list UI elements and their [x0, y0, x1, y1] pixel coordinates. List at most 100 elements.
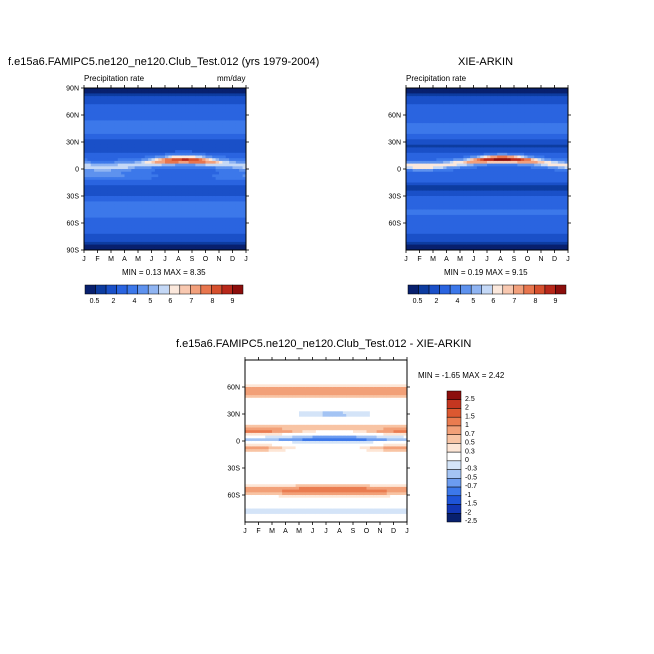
panel2-cell — [476, 106, 481, 110]
panel2-cell — [493, 209, 498, 213]
panel2-cell — [480, 182, 485, 186]
panel2-cell — [416, 106, 420, 110]
panel2-cell — [490, 101, 495, 105]
panel1-cell — [229, 220, 233, 224]
panel2-cell — [466, 177, 471, 181]
panel2-cell — [507, 223, 512, 227]
panel1-cell — [94, 88, 98, 92]
panel1-cell — [208, 96, 213, 100]
panel2-cell — [507, 239, 512, 243]
panel2-cell — [480, 115, 485, 119]
panel1-cell — [114, 166, 119, 170]
panel2-cell — [412, 117, 417, 121]
panel2-cell — [483, 171, 488, 175]
panel2-cell — [412, 115, 417, 119]
panel1-cell — [131, 98, 136, 102]
panel2-cell — [419, 233, 424, 237]
panel1-cell — [144, 190, 149, 194]
panel1-cell — [94, 228, 98, 232]
panel1-cell — [208, 212, 213, 216]
panel1-cell — [235, 112, 240, 116]
panel1-cell — [185, 214, 190, 218]
panel2-cell — [422, 120, 427, 124]
panel1-cell — [100, 152, 105, 156]
panel2-cell — [497, 120, 501, 124]
panel1-cell — [202, 223, 206, 227]
panel1-cell — [84, 209, 88, 213]
panel1-cell — [178, 125, 183, 129]
panel2-cell — [436, 233, 441, 237]
panel2-cell — [406, 193, 410, 197]
panel1-cell — [232, 217, 237, 221]
panel1-cell — [208, 163, 213, 167]
panel2-cell — [416, 212, 420, 216]
panel1-cell — [222, 139, 227, 143]
panel2-cell — [406, 133, 410, 137]
panel2-cell — [514, 177, 518, 181]
panel2-cell — [510, 90, 515, 94]
panel1-cell — [154, 233, 159, 237]
panel1-cell — [107, 139, 112, 143]
panel1-cell — [158, 139, 163, 143]
panel2-cell — [500, 125, 505, 129]
panel2-cell — [490, 212, 495, 216]
panel1-cell — [117, 196, 122, 200]
panel1-cell — [161, 163, 166, 167]
panel2-cell — [514, 231, 518, 235]
panel1-cell — [232, 142, 237, 146]
panel1-cell — [144, 104, 149, 108]
panel1-cell — [161, 136, 166, 140]
panel1-cell — [242, 236, 247, 240]
panel2-cell — [439, 104, 444, 108]
panel1-cell — [239, 169, 244, 173]
panel1-cell — [188, 233, 193, 237]
panel2-cell — [439, 142, 444, 146]
panel1-cell — [134, 158, 139, 162]
panel1-cell — [148, 104, 152, 108]
panel1-cell — [168, 93, 173, 97]
panel2-cell — [487, 244, 491, 248]
panel2-cell — [507, 225, 512, 229]
panel2-cell — [470, 117, 474, 121]
panel1-cell — [138, 155, 142, 159]
panel1-cell — [90, 147, 95, 151]
panel2-cell — [406, 236, 410, 240]
panel2-cell — [487, 177, 491, 181]
panel2-cell — [514, 187, 518, 191]
panel2-cell — [493, 171, 498, 175]
panel1-cell — [175, 101, 179, 105]
panel1-cell — [84, 179, 88, 183]
panel1-cell — [90, 223, 95, 227]
panel1-cell — [104, 179, 109, 183]
panel1-cell — [192, 158, 196, 162]
panel2-cell — [426, 128, 431, 132]
panel2-cell — [406, 96, 410, 100]
panel1-cell — [141, 123, 146, 127]
panel2-cell — [416, 236, 420, 240]
panel2-cell — [500, 198, 505, 202]
panel1-cell — [114, 174, 119, 178]
panel1-cell — [131, 101, 136, 105]
panel1-cell — [107, 128, 112, 132]
panel1-cell — [134, 220, 139, 224]
panel2-cell — [409, 236, 414, 240]
panel1-cell — [215, 204, 220, 208]
panel1-cell — [161, 98, 166, 102]
panel2-cell — [503, 106, 508, 110]
panel1-cell — [161, 166, 166, 170]
panel1-cell — [239, 120, 244, 124]
panel1-cell — [171, 239, 176, 243]
panel2-cell — [416, 123, 420, 127]
panel2-cell — [470, 163, 474, 167]
panel1-cell — [229, 193, 233, 197]
panel2-cell — [503, 187, 508, 191]
panel2-cell — [460, 125, 464, 129]
panel1-cell — [175, 220, 179, 224]
panel2-cell — [483, 133, 488, 137]
panel2-cell — [429, 231, 434, 235]
panel1-cell — [144, 147, 149, 151]
panel1-cell — [225, 182, 230, 186]
panel1-cell — [185, 185, 190, 189]
panel1-cell — [198, 112, 203, 116]
panel1-cell — [195, 155, 200, 159]
